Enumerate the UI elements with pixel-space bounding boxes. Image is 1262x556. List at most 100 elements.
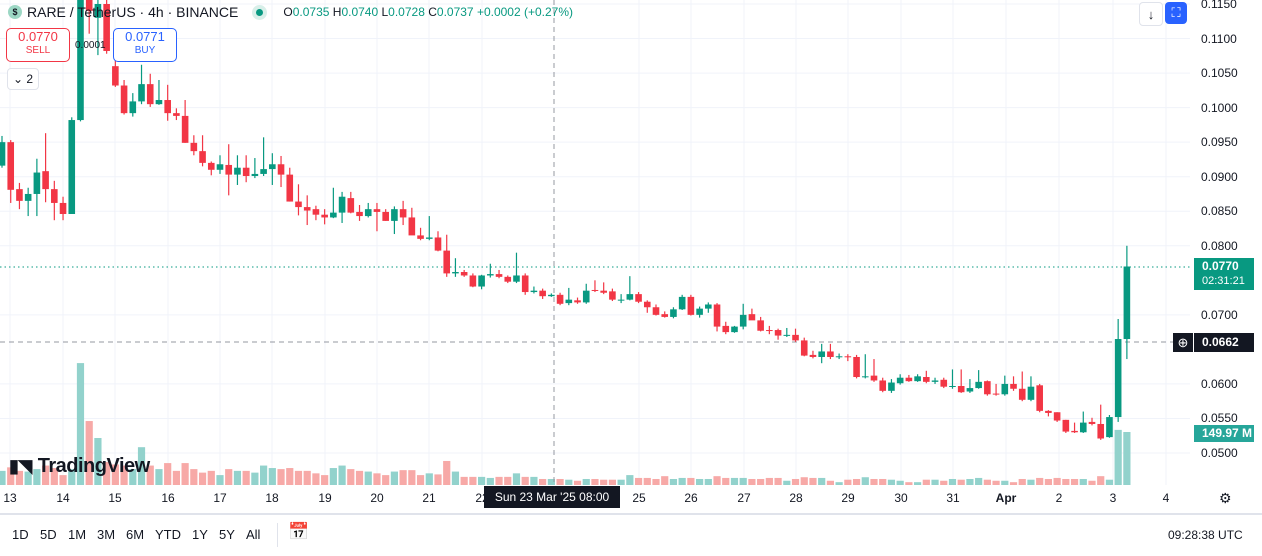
candle — [766, 325, 773, 335]
candle-body — [643, 301, 651, 308]
volume-bar — [521, 476, 529, 485]
market-open-status-icon — [256, 8, 264, 16]
range-button-ytd[interactable]: YTD — [155, 527, 181, 542]
volume-bar — [207, 470, 215, 485]
volume-bar — [111, 464, 119, 485]
candle-body — [478, 275, 485, 287]
candle-body — [1018, 388, 1026, 400]
volume-label: 149.97 M — [1194, 425, 1254, 442]
range-button-1d[interactable]: 1D — [12, 527, 29, 542]
candle — [818, 343, 825, 364]
candle-body — [190, 142, 198, 152]
tradingview-logo[interactable]: ▮◥ TradingView — [9, 455, 150, 477]
candle-body — [1114, 339, 1122, 418]
candle-body — [661, 314, 669, 317]
candle — [1114, 318, 1122, 422]
symbol-title[interactable]: RARE / TetherUS · 4h · BINANCE — [27, 4, 239, 20]
candle — [347, 191, 355, 214]
range-button-5d[interactable]: 5D — [40, 527, 57, 542]
candle — [827, 343, 834, 360]
sell-button[interactable]: 0.0770 SELL — [6, 28, 70, 62]
price-tick: 0.0800 — [1201, 238, 1238, 253]
candle-body — [443, 250, 451, 274]
volume-bar — [565, 479, 573, 485]
candle-body — [931, 380, 939, 382]
candle — [835, 353, 843, 360]
candle-body — [495, 274, 503, 277]
volume-bar — [1097, 476, 1105, 485]
time-tick: 25 — [632, 491, 646, 505]
candle — [748, 308, 756, 321]
volume-bar — [809, 477, 817, 485]
candle-body — [1062, 419, 1070, 432]
candle-body — [774, 330, 782, 336]
candle — [1045, 410, 1052, 417]
indicators-toggle-button[interactable]: ⌄ 2 — [7, 68, 39, 90]
scroll-to-latest-button[interactable]: ↓ — [1139, 2, 1163, 26]
gear-icon[interactable]: ⚙ — [1219, 490, 1232, 506]
volume-bar — [835, 482, 843, 485]
candle-body — [923, 377, 930, 382]
volume-bar — [24, 471, 32, 485]
volume-bar — [1027, 479, 1035, 485]
divider — [277, 523, 278, 547]
volume-bar — [556, 478, 564, 485]
range-button-all[interactable]: All — [246, 527, 261, 542]
calendar-goto-icon[interactable]: 📅 — [288, 522, 310, 541]
time-tick: 2 — [1055, 491, 1063, 505]
candle-body — [434, 237, 442, 251]
buy-button[interactable]: 0.0771 BUY — [113, 28, 177, 62]
time-tick: 27 — [737, 491, 751, 505]
candle-body — [696, 308, 703, 315]
candle — [800, 337, 808, 357]
volume-bar — [512, 473, 521, 485]
range-button-1m[interactable]: 1M — [68, 527, 87, 542]
symbol-header[interactable]: $ RARE / TetherUS · 4h · BINANCE O0.0735… — [8, 4, 573, 20]
candle-body — [347, 198, 355, 213]
candle-body — [321, 214, 328, 218]
volume-bar — [76, 363, 85, 485]
bottom-toolbar: 1D 5D 1M 3M 6M YTD 1Y 5Y All 📅 09:28:38 UTC — [0, 513, 1262, 556]
time-tick: 31 — [946, 491, 960, 505]
candle — [923, 370, 930, 384]
clock[interactable]: 09:28:38 UTC — [1168, 528, 1243, 542]
volume-bar — [661, 476, 669, 485]
volume-bar — [818, 477, 826, 485]
range-button-5y[interactable]: 5Y — [219, 527, 235, 542]
candle — [687, 294, 695, 316]
candle — [896, 374, 904, 385]
price-tick: 0.0550 — [1201, 411, 1238, 426]
bar-countdown: 02:31:21 — [1202, 275, 1245, 287]
range-button-6m[interactable]: 6M — [126, 527, 145, 542]
volume-bar — [242, 470, 250, 485]
candle-body — [277, 164, 285, 175]
candle-body — [966, 388, 974, 392]
volume-bar — [844, 479, 852, 485]
plus-circle-icon[interactable]: ⊕ — [1173, 333, 1193, 352]
candle-body — [94, 4, 102, 18]
candle-body — [129, 101, 137, 114]
fullscreen-button[interactable]: ⛶ — [1165, 2, 1187, 24]
range-button-1y[interactable]: 1Y — [192, 527, 208, 542]
time-tick: 17 — [213, 491, 227, 505]
price-chart[interactable] — [0, 0, 1190, 485]
volume-bar — [539, 478, 547, 485]
candle — [539, 288, 546, 299]
volume-bar — [42, 465, 50, 485]
candle-body — [0, 142, 6, 166]
candle — [504, 275, 512, 284]
range-button-3m[interactable]: 3M — [97, 527, 116, 542]
time-tick: 13 — [3, 491, 17, 505]
candle — [739, 303, 747, 330]
candle-body — [731, 326, 738, 333]
candle-body — [487, 274, 494, 276]
crosshair-time-label: Sun 23 Mar '25 08:00 — [484, 486, 620, 508]
candle-body — [408, 217, 416, 236]
candle — [103, 0, 110, 54]
candle-body — [425, 237, 433, 239]
candle — [783, 327, 791, 337]
candle-body — [216, 164, 224, 170]
volume-bar — [146, 465, 154, 485]
candle — [905, 374, 913, 382]
candle — [452, 258, 459, 277]
